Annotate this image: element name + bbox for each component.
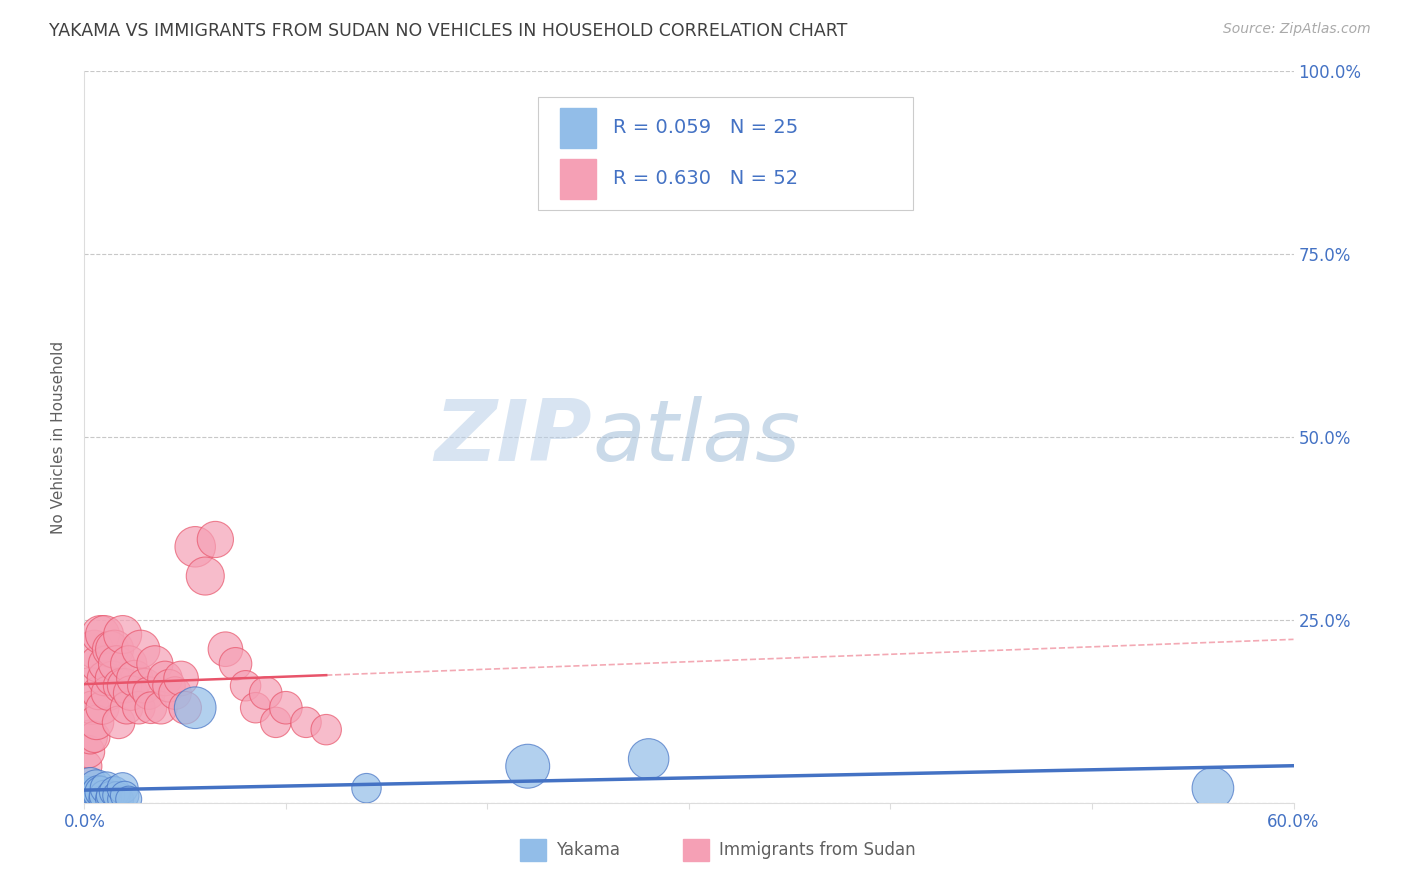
Point [356, 781, 378, 796]
Point [124, 672, 146, 686]
Bar [520, 839, 547, 862]
Point [139, 700, 162, 714]
Text: R = 0.630   N = 52: R = 0.630 N = 52 [613, 169, 797, 188]
Text: Source: ZipAtlas.com: Source: ZipAtlas.com [1223, 22, 1371, 37]
Point [79, 730, 101, 744]
Point [637, 752, 659, 766]
Point [118, 792, 141, 806]
Point [83, 730, 105, 744]
Point [129, 642, 152, 657]
Text: ZIP: ZIP [434, 395, 592, 479]
Point [96, 781, 118, 796]
Point [114, 789, 136, 803]
Point [75, 789, 97, 803]
Point [86, 715, 108, 730]
Point [79, 792, 101, 806]
Point [93, 627, 115, 641]
Point [77, 745, 100, 759]
Point [295, 715, 318, 730]
Point [245, 700, 267, 714]
Point [194, 569, 217, 583]
Point [82, 789, 104, 803]
Point [157, 679, 180, 693]
Point [143, 657, 166, 671]
Point [86, 781, 108, 796]
Point [174, 700, 197, 714]
Point [184, 540, 207, 554]
Point [153, 672, 176, 686]
Point [91, 700, 114, 714]
Point [111, 627, 134, 641]
FancyBboxPatch shape [538, 97, 912, 211]
Point [516, 759, 538, 773]
Point [235, 679, 257, 693]
Text: Yakama: Yakama [555, 841, 620, 859]
Point [105, 657, 128, 671]
Point [100, 642, 122, 657]
Point [104, 785, 127, 799]
Point [110, 792, 132, 806]
Point [134, 679, 156, 693]
Point [170, 672, 193, 686]
Point [83, 642, 105, 657]
Point [104, 642, 127, 657]
Point [118, 657, 141, 671]
Point [274, 700, 297, 714]
Point [254, 686, 277, 700]
Point [82, 700, 104, 714]
Point [115, 700, 138, 714]
Point [264, 715, 287, 730]
Point [97, 792, 120, 806]
Point [89, 785, 111, 799]
Point [93, 789, 115, 803]
Point [93, 672, 115, 686]
Point [149, 700, 172, 714]
Point [91, 792, 114, 806]
Text: R = 0.059   N = 25: R = 0.059 N = 25 [613, 118, 799, 137]
Bar [560, 159, 596, 199]
Point [83, 792, 105, 806]
Point [214, 642, 236, 657]
Point [97, 686, 120, 700]
Y-axis label: No Vehicles in Household: No Vehicles in Household [51, 341, 66, 533]
Point [165, 686, 187, 700]
Point [114, 679, 136, 693]
Point [87, 785, 110, 799]
Point [89, 627, 111, 641]
Point [225, 657, 247, 671]
Point [77, 785, 100, 799]
Point [184, 700, 207, 714]
Text: Immigrants from Sudan: Immigrants from Sudan [720, 841, 915, 859]
Text: atlas: atlas [592, 395, 800, 479]
Point [204, 533, 226, 547]
Point [110, 679, 132, 693]
Point [79, 679, 101, 693]
Bar [560, 108, 596, 148]
Point [79, 778, 101, 792]
Point [75, 759, 97, 773]
Point [87, 686, 110, 700]
Bar [683, 839, 710, 862]
Point [111, 781, 134, 796]
Point [128, 700, 150, 714]
Point [107, 715, 129, 730]
Point [1202, 781, 1225, 796]
Point [138, 686, 160, 700]
Point [101, 672, 124, 686]
Point [315, 723, 337, 737]
Point [87, 657, 110, 671]
Point [96, 657, 118, 671]
Point [120, 686, 142, 700]
Point [100, 789, 122, 803]
Point [105, 789, 128, 803]
Text: YAKAMA VS IMMIGRANTS FROM SUDAN NO VEHICLES IN HOUSEHOLD CORRELATION CHART: YAKAMA VS IMMIGRANTS FROM SUDAN NO VEHIC… [49, 22, 848, 40]
